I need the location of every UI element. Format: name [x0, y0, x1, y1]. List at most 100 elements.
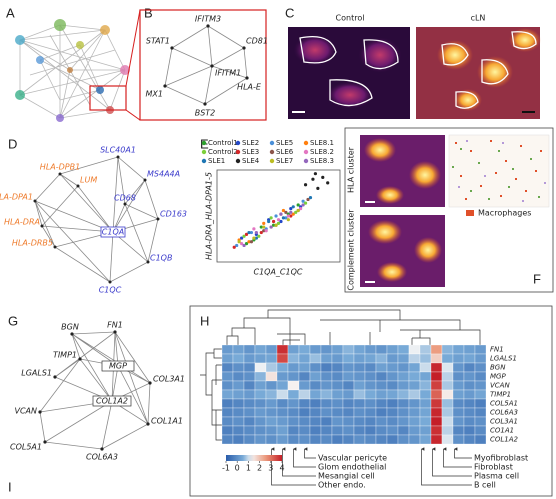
heatmap-cell — [386, 380, 399, 391]
node-dots — [33, 155, 160, 284]
heatmap-cell — [419, 380, 432, 391]
heatmap-cell — [386, 389, 399, 400]
heatmap-cell — [419, 389, 432, 400]
legend-swatch — [201, 149, 207, 155]
heatmap-cell — [441, 416, 454, 427]
heatmap-cell — [298, 434, 311, 445]
heatmap-h: Vascular pericyte Glom endothelial Mesan… — [189, 305, 553, 497]
heatmap-cell — [474, 434, 487, 445]
node-label: BGN — [61, 323, 79, 332]
heatmap-cell — [353, 425, 366, 436]
heatmap-cell — [232, 389, 245, 400]
heatmap-cell — [276, 371, 289, 382]
heatmap-cell — [463, 353, 476, 364]
legend-swatch — [466, 210, 474, 216]
heatmap-cell — [375, 380, 388, 391]
node-label: BST2 — [195, 109, 216, 118]
heatmap-cell — [232, 398, 245, 409]
heatmap-cell — [375, 416, 388, 427]
heatmap-cell — [452, 353, 465, 364]
heatmap-cell — [221, 362, 234, 373]
node-label: C1QC — [99, 286, 122, 295]
heatmap-cell — [265, 434, 278, 445]
annotation-arrow — [420, 447, 472, 486]
scatter-point — [326, 181, 330, 185]
column-annotation: Myofibroblast — [474, 454, 528, 463]
heatmap-cell — [353, 344, 366, 355]
node-cluster — [15, 35, 25, 45]
heatmap-cell — [309, 434, 322, 445]
heatmap-cell — [221, 425, 234, 436]
heatmap-cell — [331, 353, 344, 364]
heatmap-cell — [287, 434, 300, 445]
network-a — [15, 9, 141, 122]
heatmap-cell — [441, 380, 454, 391]
legend-label: SLE5 — [276, 139, 293, 147]
heatmap-cell — [265, 389, 278, 400]
heatmap-cell — [243, 407, 256, 418]
heatmap-cell — [441, 344, 454, 355]
heatmap-cell — [342, 416, 355, 427]
heatmap-cell — [265, 344, 278, 355]
node — [245, 76, 249, 80]
heatmap-cell — [463, 389, 476, 400]
heatmap-cell — [430, 371, 443, 382]
node-label: CD163 — [160, 210, 187, 219]
scatter-point — [303, 183, 308, 187]
legend-label: Macrophages — [478, 209, 531, 218]
heatmap-cell — [265, 353, 278, 364]
node — [210, 64, 214, 68]
node — [242, 46, 246, 50]
heatmap-cell — [375, 344, 388, 355]
heatmap-cell — [474, 389, 487, 400]
heatmap-cell — [408, 380, 421, 391]
heatmap-cell — [320, 425, 333, 436]
scatter-point — [262, 225, 266, 229]
node-label: IFITM3 — [195, 15, 221, 24]
scatter-point — [247, 230, 251, 235]
annotation-arrow — [281, 447, 316, 477]
legend-swatch — [269, 149, 275, 155]
heatmap-cell — [463, 425, 476, 436]
heatmap-cell — [397, 362, 410, 373]
heatmap-cell — [265, 398, 278, 409]
node — [146, 422, 150, 426]
legend-swatch — [269, 158, 275, 164]
heatmap-cell — [353, 389, 366, 400]
node-cluster — [76, 41, 84, 49]
heatmap-cell — [463, 344, 476, 355]
scatter-point — [296, 203, 300, 207]
heatmap-cell — [430, 434, 443, 445]
scatter-point — [289, 207, 293, 211]
node-label: HLA-DPA1 — [0, 193, 33, 202]
heatmap-cell — [408, 344, 421, 355]
heatmap-cell — [309, 362, 322, 373]
node — [58, 172, 62, 176]
node — [43, 440, 47, 444]
heatmap-cell — [364, 362, 377, 373]
scatter-point — [281, 216, 286, 220]
legend-label: SLE8.1 — [310, 139, 334, 147]
panel-label: F — [533, 271, 541, 286]
scatter-point — [259, 230, 263, 235]
scatter-point — [284, 216, 288, 220]
map-title: Control — [336, 14, 365, 23]
heatmap-cell — [254, 416, 267, 427]
heatmap-cell — [430, 353, 443, 364]
heatmap-cell — [386, 371, 399, 382]
heatmap-cell — [342, 425, 355, 436]
heatmap-cell — [331, 407, 344, 418]
heatmap-cell — [430, 389, 443, 400]
node-label: HLA-E — [237, 83, 262, 92]
heatmap-cell — [419, 344, 432, 355]
scatter-point — [232, 245, 236, 249]
scatter-point — [249, 230, 254, 235]
heatmap-cell — [386, 398, 399, 409]
map-blob — [368, 220, 402, 244]
column-annotation: Mesangial cell — [318, 472, 375, 481]
legend-label: Control2 — [208, 148, 238, 156]
colorbar-tick-label: 3 — [268, 464, 273, 473]
row-label: CO1A1 — [490, 427, 514, 435]
node-label: FN1 — [107, 321, 123, 330]
heatmap-cell — [397, 407, 410, 418]
